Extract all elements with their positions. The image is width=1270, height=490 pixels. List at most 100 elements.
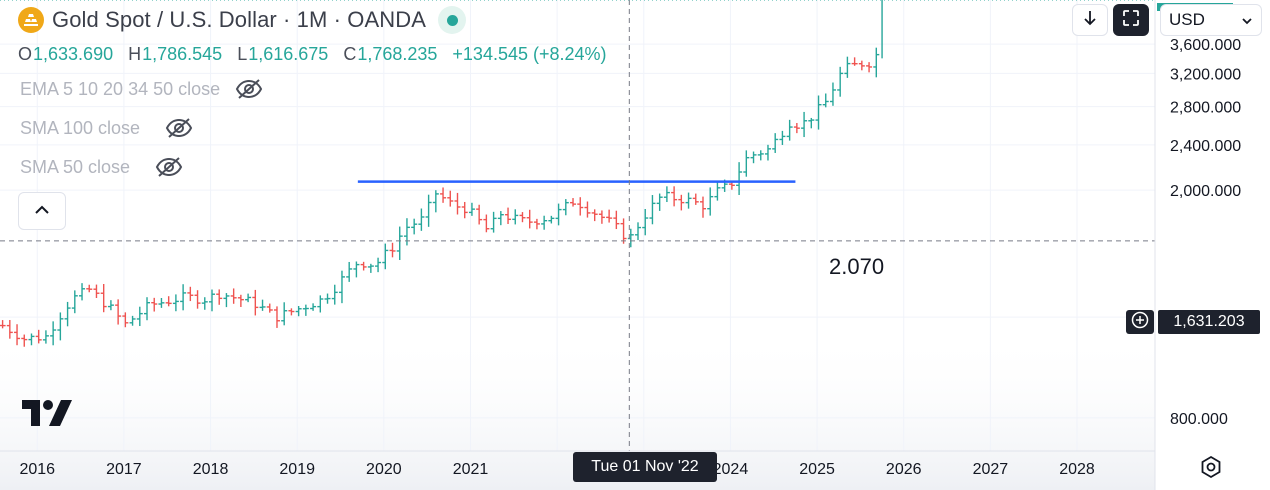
ohlc-bar bbox=[764, 144, 771, 161]
ohlc-bar bbox=[64, 301, 71, 327]
ohlc-bar bbox=[201, 297, 208, 310]
ohlc-bar bbox=[115, 299, 122, 325]
ohlc-bar bbox=[656, 193, 663, 211]
add-alert-button[interactable] bbox=[1126, 310, 1154, 334]
ohlc-bar bbox=[79, 283, 86, 301]
ohlc-bar bbox=[570, 198, 577, 207]
high-key: H bbox=[128, 44, 142, 64]
ohlc-bar bbox=[151, 297, 158, 312]
ohlc-bar bbox=[642, 208, 649, 236]
ohlc-bar bbox=[158, 297, 165, 308]
ohlc-bar bbox=[42, 330, 49, 344]
ohlc-bar bbox=[86, 284, 93, 293]
indicator-ema[interactable]: EMA 5 10 20 34 50 close bbox=[20, 78, 264, 100]
ohlc-bar bbox=[28, 333, 35, 346]
chart-settings-button[interactable] bbox=[1196, 455, 1226, 483]
chevron-up-icon bbox=[34, 202, 50, 220]
symbol-title[interactable]: Gold Spot / U.S. Dollar · 1M · OANDA bbox=[52, 7, 427, 32]
ohlc-bar bbox=[223, 293, 230, 308]
eye-off-icon[interactable] bbox=[154, 156, 184, 178]
ohlc-bar bbox=[598, 210, 605, 224]
ohlc-bar bbox=[837, 66, 844, 97]
open-value: 1,633.690 bbox=[33, 44, 114, 64]
ohlc-bar bbox=[375, 257, 382, 273]
indicator-sma-100[interactable]: SMA 100 close bbox=[20, 117, 194, 139]
ohlc-bar bbox=[497, 211, 504, 226]
ohlc-bar bbox=[237, 294, 244, 307]
ohlc-bar bbox=[519, 212, 526, 223]
indicator-label: SMA 100 close bbox=[20, 117, 141, 138]
ohlc-bar bbox=[411, 218, 418, 235]
ohlc-bar bbox=[822, 93, 829, 108]
collapse-indicators-button[interactable] bbox=[18, 192, 66, 230]
ohlc-bar bbox=[779, 130, 786, 145]
ohlc-bar bbox=[620, 218, 627, 244]
ohlc-bar bbox=[815, 95, 822, 130]
ohlc-bar bbox=[692, 193, 699, 205]
ohlc-bar bbox=[129, 315, 136, 326]
ohlc-bar bbox=[245, 293, 252, 303]
ohlc-bar bbox=[757, 150, 764, 161]
eye-off-icon[interactable] bbox=[234, 78, 264, 100]
ohlc-bar bbox=[584, 201, 591, 218]
ohlc-bar bbox=[512, 209, 519, 225]
plus-circle-icon bbox=[1131, 311, 1149, 334]
ohlc-bar bbox=[678, 194, 685, 211]
ohlc-bar bbox=[750, 151, 757, 164]
y-tick-label: 800.000 bbox=[1170, 411, 1228, 428]
fullscreen-button[interactable] bbox=[1113, 4, 1149, 36]
currency-select[interactable]: USD bbox=[1160, 4, 1262, 36]
ohlc-bar bbox=[829, 82, 836, 106]
x-tick-label: 2025 bbox=[799, 461, 835, 478]
ohlc-bar bbox=[107, 300, 114, 311]
ohlc-bar bbox=[360, 261, 367, 271]
ohlc-bar bbox=[440, 187, 447, 203]
ohlc-bar bbox=[194, 290, 201, 309]
ohlc-bar bbox=[577, 197, 584, 216]
ohlc-bar bbox=[21, 334, 28, 347]
ohlc-bar bbox=[454, 192, 461, 215]
ohlc-bar bbox=[728, 181, 735, 190]
currency-value: USD bbox=[1169, 10, 1205, 29]
chevron-down-icon bbox=[1241, 10, 1253, 30]
ohlc-bar bbox=[736, 162, 743, 196]
ohlc-bar bbox=[100, 284, 107, 313]
ohlc-bar bbox=[180, 284, 187, 311]
y-tick-label: 2,400.000 bbox=[1170, 138, 1241, 155]
ohlc-bar bbox=[699, 196, 706, 218]
crosshair-price-label: 1,631.203 bbox=[1158, 310, 1260, 334]
ohlc-bar bbox=[844, 56, 851, 78]
ohlc-bar bbox=[685, 192, 692, 209]
change-value: +134.545 (+8.24%) bbox=[452, 44, 607, 64]
ohlc-bar bbox=[447, 190, 454, 207]
fullscreen-icon bbox=[1122, 9, 1140, 32]
ohlc-bar bbox=[866, 62, 873, 73]
ohlc-bar bbox=[35, 329, 42, 344]
scroll-to-latest-button[interactable] bbox=[1072, 4, 1108, 36]
ohlc-bar bbox=[122, 312, 129, 328]
ohlc-bar bbox=[57, 312, 64, 341]
ohlc-bar bbox=[591, 209, 598, 222]
ohlc-bar bbox=[483, 214, 490, 233]
ohlc-bar bbox=[259, 299, 266, 311]
ohlc-bar bbox=[562, 199, 569, 216]
ohlc-bar bbox=[714, 181, 721, 201]
indicator-sma-50[interactable]: SMA 50 close bbox=[20, 156, 184, 178]
x-tick-label: 2020 bbox=[366, 461, 402, 478]
ohlc-bar bbox=[324, 293, 331, 304]
ohlc-bar bbox=[396, 226, 403, 261]
x-tick-label: 2016 bbox=[19, 461, 55, 478]
ohlc-bar bbox=[663, 186, 670, 203]
ohlc-bar bbox=[93, 284, 100, 299]
ohlc-bar bbox=[505, 207, 512, 224]
x-tick-label: 2027 bbox=[973, 461, 1009, 478]
ohlc-bar bbox=[432, 190, 439, 213]
ohlc-bar bbox=[0, 320, 6, 329]
ohlc-bar bbox=[635, 222, 642, 241]
ohlc-bar bbox=[425, 194, 432, 227]
ohlc-bar bbox=[743, 150, 750, 177]
ohlc-bar bbox=[707, 187, 714, 216]
ohlc-bar bbox=[165, 296, 172, 307]
eye-off-icon[interactable] bbox=[164, 117, 194, 139]
